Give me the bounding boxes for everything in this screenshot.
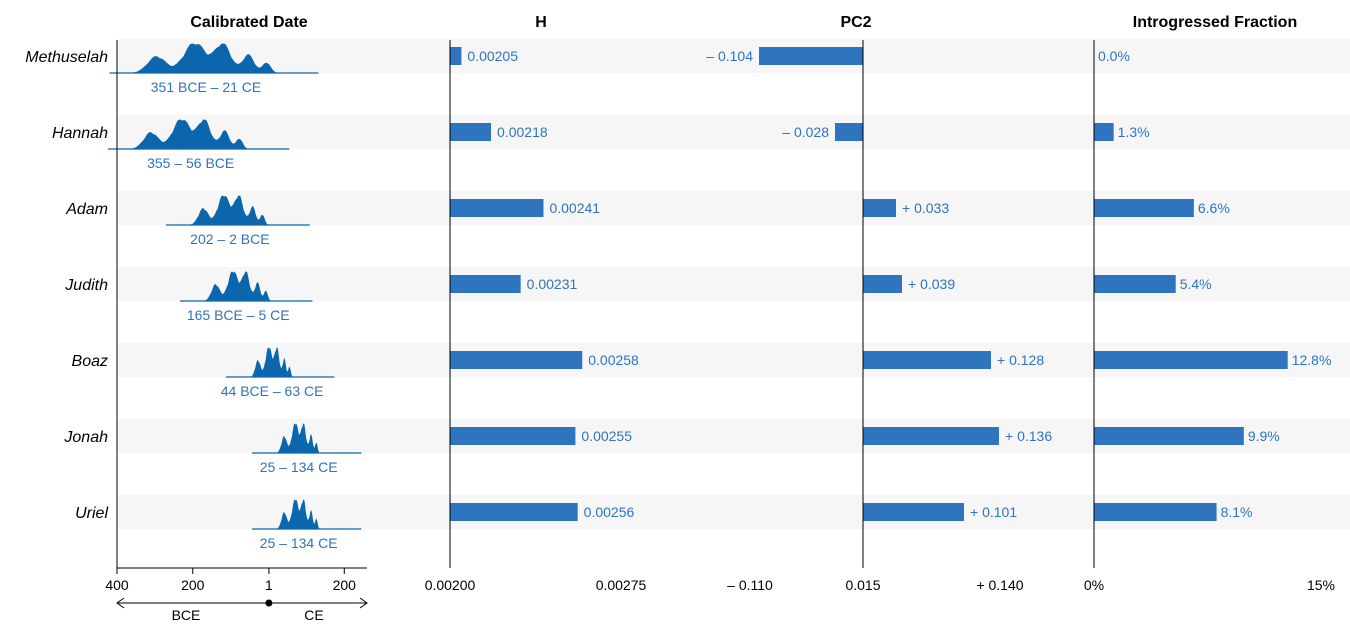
row-band (118, 39, 1350, 73)
row-band (118, 115, 1350, 149)
introgressed-bar (1094, 199, 1194, 217)
pc2-panel-title: PC2 (840, 14, 871, 31)
row-name: Uriel (75, 505, 108, 522)
pc2-value-label: + 0.101 (970, 504, 1017, 520)
pc2-bar (863, 503, 964, 521)
date-range-label: 202 – 2 BCE (190, 231, 269, 247)
era-ce-label: CE (304, 607, 323, 623)
date-range-label: 25 – 134 CE (260, 459, 338, 475)
introgressed-value-label: 6.6% (1198, 200, 1230, 216)
row-name: Adam (65, 201, 108, 218)
h-bar (450, 351, 583, 369)
date-density-curve (272, 423, 326, 453)
date-panel: 351 BCE – 21 CE 355 – 56 BCE 202 – 2 BCE 16… (108, 43, 362, 551)
pc2-tick-label: 0.015 (845, 577, 880, 593)
pc2-tick-label: – 0.110 (727, 577, 773, 593)
introgressed-tick-label: 0% (1084, 577, 1104, 593)
introgressed-value-label: 9.9% (1248, 428, 1280, 444)
era-origin-dot (265, 599, 273, 607)
pc2-value-label: + 0.136 (1005, 428, 1052, 444)
date-tick-label: 400 (105, 577, 129, 593)
h-tick-label: 0.00200 (425, 577, 476, 593)
h-tick-label: 0.00275 (596, 577, 647, 593)
h-bar (450, 47, 462, 65)
pc2-bar (759, 47, 863, 65)
pc2-panel: – 0.104 – 0.028 + 0.033 + 0.039 + 0.128 + 0.1… (706, 47, 1052, 521)
date-density-curve (200, 271, 277, 301)
date-density-curve (245, 347, 299, 377)
h-bar (450, 123, 492, 141)
date-range-label: 351 BCE – 21 CE (151, 79, 262, 95)
era-bce-label: BCE (172, 607, 201, 623)
date-density-curve (272, 499, 326, 529)
introgressed-value-label: 8.1% (1221, 504, 1253, 520)
row-names: Methuselah Hannah Adam Judith Boaz Jonah Uriel (25, 49, 108, 522)
pc2-bar (835, 123, 863, 141)
h-bar (450, 275, 521, 293)
h-bar (450, 427, 576, 445)
row-name: Jonah (63, 429, 108, 446)
introgressed-value-label: 12.8% (1292, 352, 1332, 368)
introgressed-value-label: 5.4% (1180, 276, 1212, 292)
introgressed-panel: 0.0% 1.3% 6.6% 5.4% 12.8% 9.9% 8.1% (1094, 48, 1331, 521)
introgressed-value-label: 0.0% (1098, 48, 1130, 64)
introgressed-value-label: 1.3% (1118, 124, 1150, 140)
row-name: Hannah (52, 125, 108, 142)
introgressed-bar (1094, 351, 1288, 369)
h-panel-title: H (535, 14, 547, 31)
axes: 400 200 1 200 BCE CE 0.00200 0.00275 – 0.110 0.01… (105, 40, 1335, 623)
row-name: Judith (64, 277, 108, 294)
h-bar (450, 199, 544, 217)
pc2-bar (863, 351, 991, 369)
introgressed-bar (1094, 123, 1114, 141)
date-panel-title: Calibrated Date (190, 14, 307, 31)
era-arrowhead-right (359, 597, 368, 609)
date-range-label: 165 BCE – 5 CE (187, 307, 290, 323)
introgressed-tick-label: 15% (1307, 577, 1335, 593)
pc2-value-label: + 0.039 (908, 276, 955, 292)
h-value-label: 0.00218 (497, 124, 548, 140)
h-value-label: 0.00231 (527, 276, 578, 292)
date-tick-label: 200 (181, 577, 205, 593)
date-tick-label: 200 (333, 577, 357, 593)
h-bar (450, 503, 578, 521)
h-value-label: 0.00256 (584, 504, 635, 520)
date-density-curve (128, 119, 254, 149)
pc2-value-label: – 0.104 (706, 48, 753, 64)
row-name: Boaz (72, 353, 108, 370)
date-density-curve (186, 195, 274, 225)
row-name: Methuselah (25, 49, 108, 66)
pc2-bar (863, 199, 896, 217)
date-density-curve (128, 43, 283, 73)
introgressed-bar (1094, 503, 1217, 521)
pc2-bar (863, 427, 999, 445)
pc2-value-label: – 0.028 (782, 124, 829, 140)
introgressed-bar (1094, 427, 1244, 445)
panel-headers: Calibrated Date H PC2 Introgressed Fract… (190, 14, 1297, 31)
date-tick-label: 1 (265, 577, 273, 593)
date-range-label: 355 – 56 BCE (147, 155, 234, 171)
h-value-label: 0.00241 (549, 200, 600, 216)
date-range-label: 44 BCE – 63 CE (221, 383, 324, 399)
h-value-label: 0.00258 (588, 352, 639, 368)
h-value-label: 0.00255 (581, 428, 632, 444)
pc2-tick-label: + 0.140 (976, 577, 1023, 593)
date-range-label: 25 – 134 CE (260, 535, 338, 551)
pc2-value-label: + 0.128 (997, 352, 1044, 368)
era-arrowhead-left (116, 597, 125, 609)
introgressed-bar (1094, 275, 1176, 293)
pc2-value-label: + 0.033 (902, 200, 949, 216)
h-panel: 0.00205 0.00218 0.00241 0.00231 0.00258 0.002… (450, 47, 639, 521)
introgressed-panel-title: Introgressed Fraction (1133, 14, 1297, 31)
h-value-label: 0.00205 (467, 48, 518, 64)
pc2-bar (863, 275, 902, 293)
